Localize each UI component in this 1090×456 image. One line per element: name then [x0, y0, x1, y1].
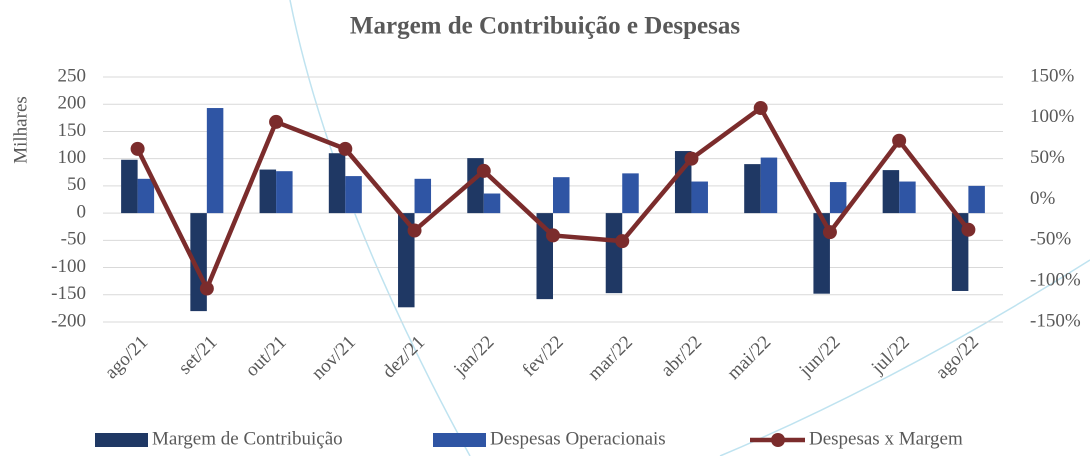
line-marker [269, 114, 284, 129]
x-tick-label: jul/22 [867, 332, 914, 379]
legend-swatch [95, 433, 148, 447]
x-tick-label: dez/21 [378, 332, 429, 383]
y2-tick-label: -100% [1030, 270, 1081, 291]
line-marker [684, 151, 699, 166]
bar [328, 153, 346, 214]
line-marker [476, 163, 491, 178]
y-tick-label: 50 [67, 174, 86, 195]
bar [414, 178, 432, 214]
x-tick-label: abr/22 [657, 332, 706, 381]
x-tick-label: fev/22 [518, 332, 567, 381]
legend-label: Despesas Operacionais [490, 428, 666, 449]
bar [899, 181, 916, 214]
y-tick-label: 200 [58, 93, 87, 114]
bar [829, 182, 847, 214]
line-marker [753, 101, 768, 116]
legend-marker [771, 433, 785, 447]
bar [605, 213, 623, 294]
bar [483, 193, 501, 214]
y-tick-label: 0 [77, 201, 87, 222]
legend-swatch [433, 433, 486, 447]
decoration [719, 259, 1090, 456]
line-marker [546, 228, 560, 243]
line-marker [961, 222, 976, 237]
legend-label: Despesas x Margem [809, 428, 963, 449]
bar [553, 177, 570, 214]
bar [691, 181, 708, 214]
bar [137, 178, 155, 214]
x-tick-label: set/21 [175, 332, 222, 379]
line-marker [407, 223, 422, 238]
bar [345, 176, 362, 214]
y-tick-label: -200 [51, 310, 86, 331]
x-tick-label: jun/22 [795, 332, 845, 382]
x-tick-label: nov/21 [308, 332, 360, 384]
bar [760, 157, 778, 214]
y-tick-label: -100 [51, 256, 86, 277]
y-tick-label: -150 [51, 283, 86, 304]
bar [206, 108, 224, 214]
y2-tick-label: -150% [1030, 310, 1081, 331]
line-marker [822, 225, 837, 240]
bar [121, 159, 138, 214]
bar [968, 185, 985, 214]
y2-tick-label: 100% [1030, 106, 1075, 127]
y2-tick-label: 50% [1030, 147, 1065, 168]
y-tick-label: -50 [61, 229, 86, 250]
y-tick-label: 150 [58, 120, 87, 141]
decoration [289, 0, 471, 456]
bar [622, 173, 639, 214]
y-tick-label: 100 [58, 147, 87, 168]
y-axis-title: Milhares [10, 96, 31, 164]
bar [276, 171, 293, 214]
x-tick-label: mai/22 [723, 332, 775, 384]
y-tick-label: 250 [58, 65, 87, 86]
x-tick-label: mar/22 [584, 332, 637, 385]
x-tick-label: out/21 [242, 332, 291, 381]
line-marker [338, 141, 353, 156]
legend-label: Margem de Contribuição [152, 428, 343, 449]
chart-title: Margem de Contribuição e Despesas [350, 13, 740, 40]
line-marker [892, 133, 907, 148]
bar [398, 213, 415, 308]
x-tick-label: ago/21 [101, 332, 152, 383]
bar [744, 164, 761, 214]
line-marker [199, 281, 214, 296]
line-marker [615, 234, 630, 249]
bar [882, 170, 900, 214]
x-tick-label: jan/22 [449, 332, 498, 381]
line-marker [130, 141, 145, 156]
bar [259, 169, 277, 214]
y2-tick-label: 0% [1030, 188, 1056, 209]
y2-tick-label: -50% [1030, 229, 1071, 250]
y2-tick-label: 150% [1030, 65, 1075, 86]
